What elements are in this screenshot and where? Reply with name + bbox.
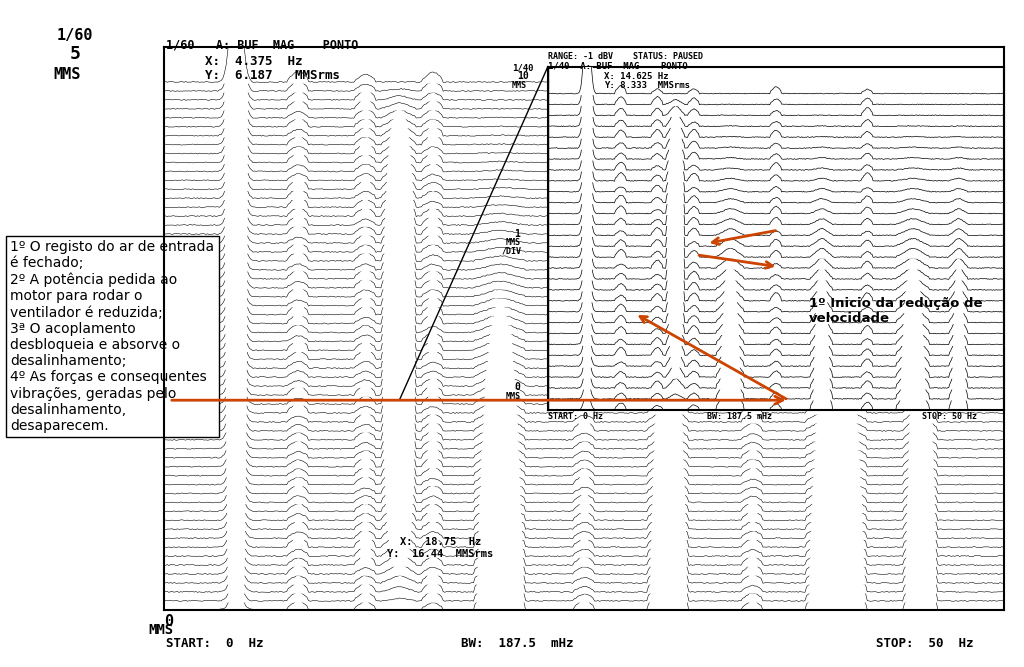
Text: STOP: 50 Hz: STOP: 50 Hz bbox=[922, 412, 977, 421]
Text: MMS: MMS bbox=[512, 81, 527, 90]
Text: 1/60: 1/60 bbox=[56, 28, 93, 43]
Text: BW: 187.5 mHz: BW: 187.5 mHz bbox=[707, 412, 771, 421]
Text: X: 14.625 Hz: X: 14.625 Hz bbox=[604, 72, 669, 81]
Text: 1/40: 1/40 bbox=[512, 63, 534, 72]
Text: MMS: MMS bbox=[148, 623, 174, 636]
Text: 1/40  A: BUF  MAG    PONTO: 1/40 A: BUF MAG PONTO bbox=[548, 61, 687, 70]
Text: MMS: MMS bbox=[506, 392, 521, 401]
Text: MMS: MMS bbox=[506, 239, 521, 247]
Text: START:  0  Hz: START: 0 Hz bbox=[166, 637, 263, 650]
Text: /DIV: /DIV bbox=[502, 247, 522, 255]
Text: 1º Inicio da redução de
velocidade: 1º Inicio da redução de velocidade bbox=[809, 297, 982, 325]
Text: STOP:  50  Hz: STOP: 50 Hz bbox=[876, 637, 973, 650]
Text: RANGE: -1 dBV    STATUS: PAUSED: RANGE: -1 dBV STATUS: PAUSED bbox=[548, 52, 702, 61]
Text: 1/60   A: BUF  MAG    PONTO: 1/60 A: BUF MAG PONTO bbox=[166, 39, 358, 51]
Text: 1: 1 bbox=[514, 229, 520, 239]
Text: X:  4.375  Hz: X: 4.375 Hz bbox=[205, 55, 302, 67]
Text: Y: 8.333  MMSrms: Y: 8.333 MMSrms bbox=[604, 81, 690, 90]
Text: 0: 0 bbox=[514, 382, 520, 392]
Text: Y:  6.187   MMSrms: Y: 6.187 MMSrms bbox=[205, 69, 340, 82]
Text: 0: 0 bbox=[164, 614, 173, 628]
Text: BW:  187.5  mHz: BW: 187.5 mHz bbox=[461, 637, 573, 650]
Text: START: 0 Hz: START: 0 Hz bbox=[548, 412, 603, 421]
Text: 10: 10 bbox=[517, 71, 528, 81]
Text: MMS: MMS bbox=[53, 67, 81, 81]
Text: X:  18.75  Hz
Y:  16.44  MMSrms: X: 18.75 Hz Y: 16.44 MMSrms bbox=[387, 537, 494, 558]
Text: 5: 5 bbox=[70, 45, 81, 63]
Text: 1º O registo do ar de entrada
é fechado;
2º A potência pedida ao
motor para roda: 1º O registo do ar de entrada é fechado;… bbox=[10, 240, 214, 433]
